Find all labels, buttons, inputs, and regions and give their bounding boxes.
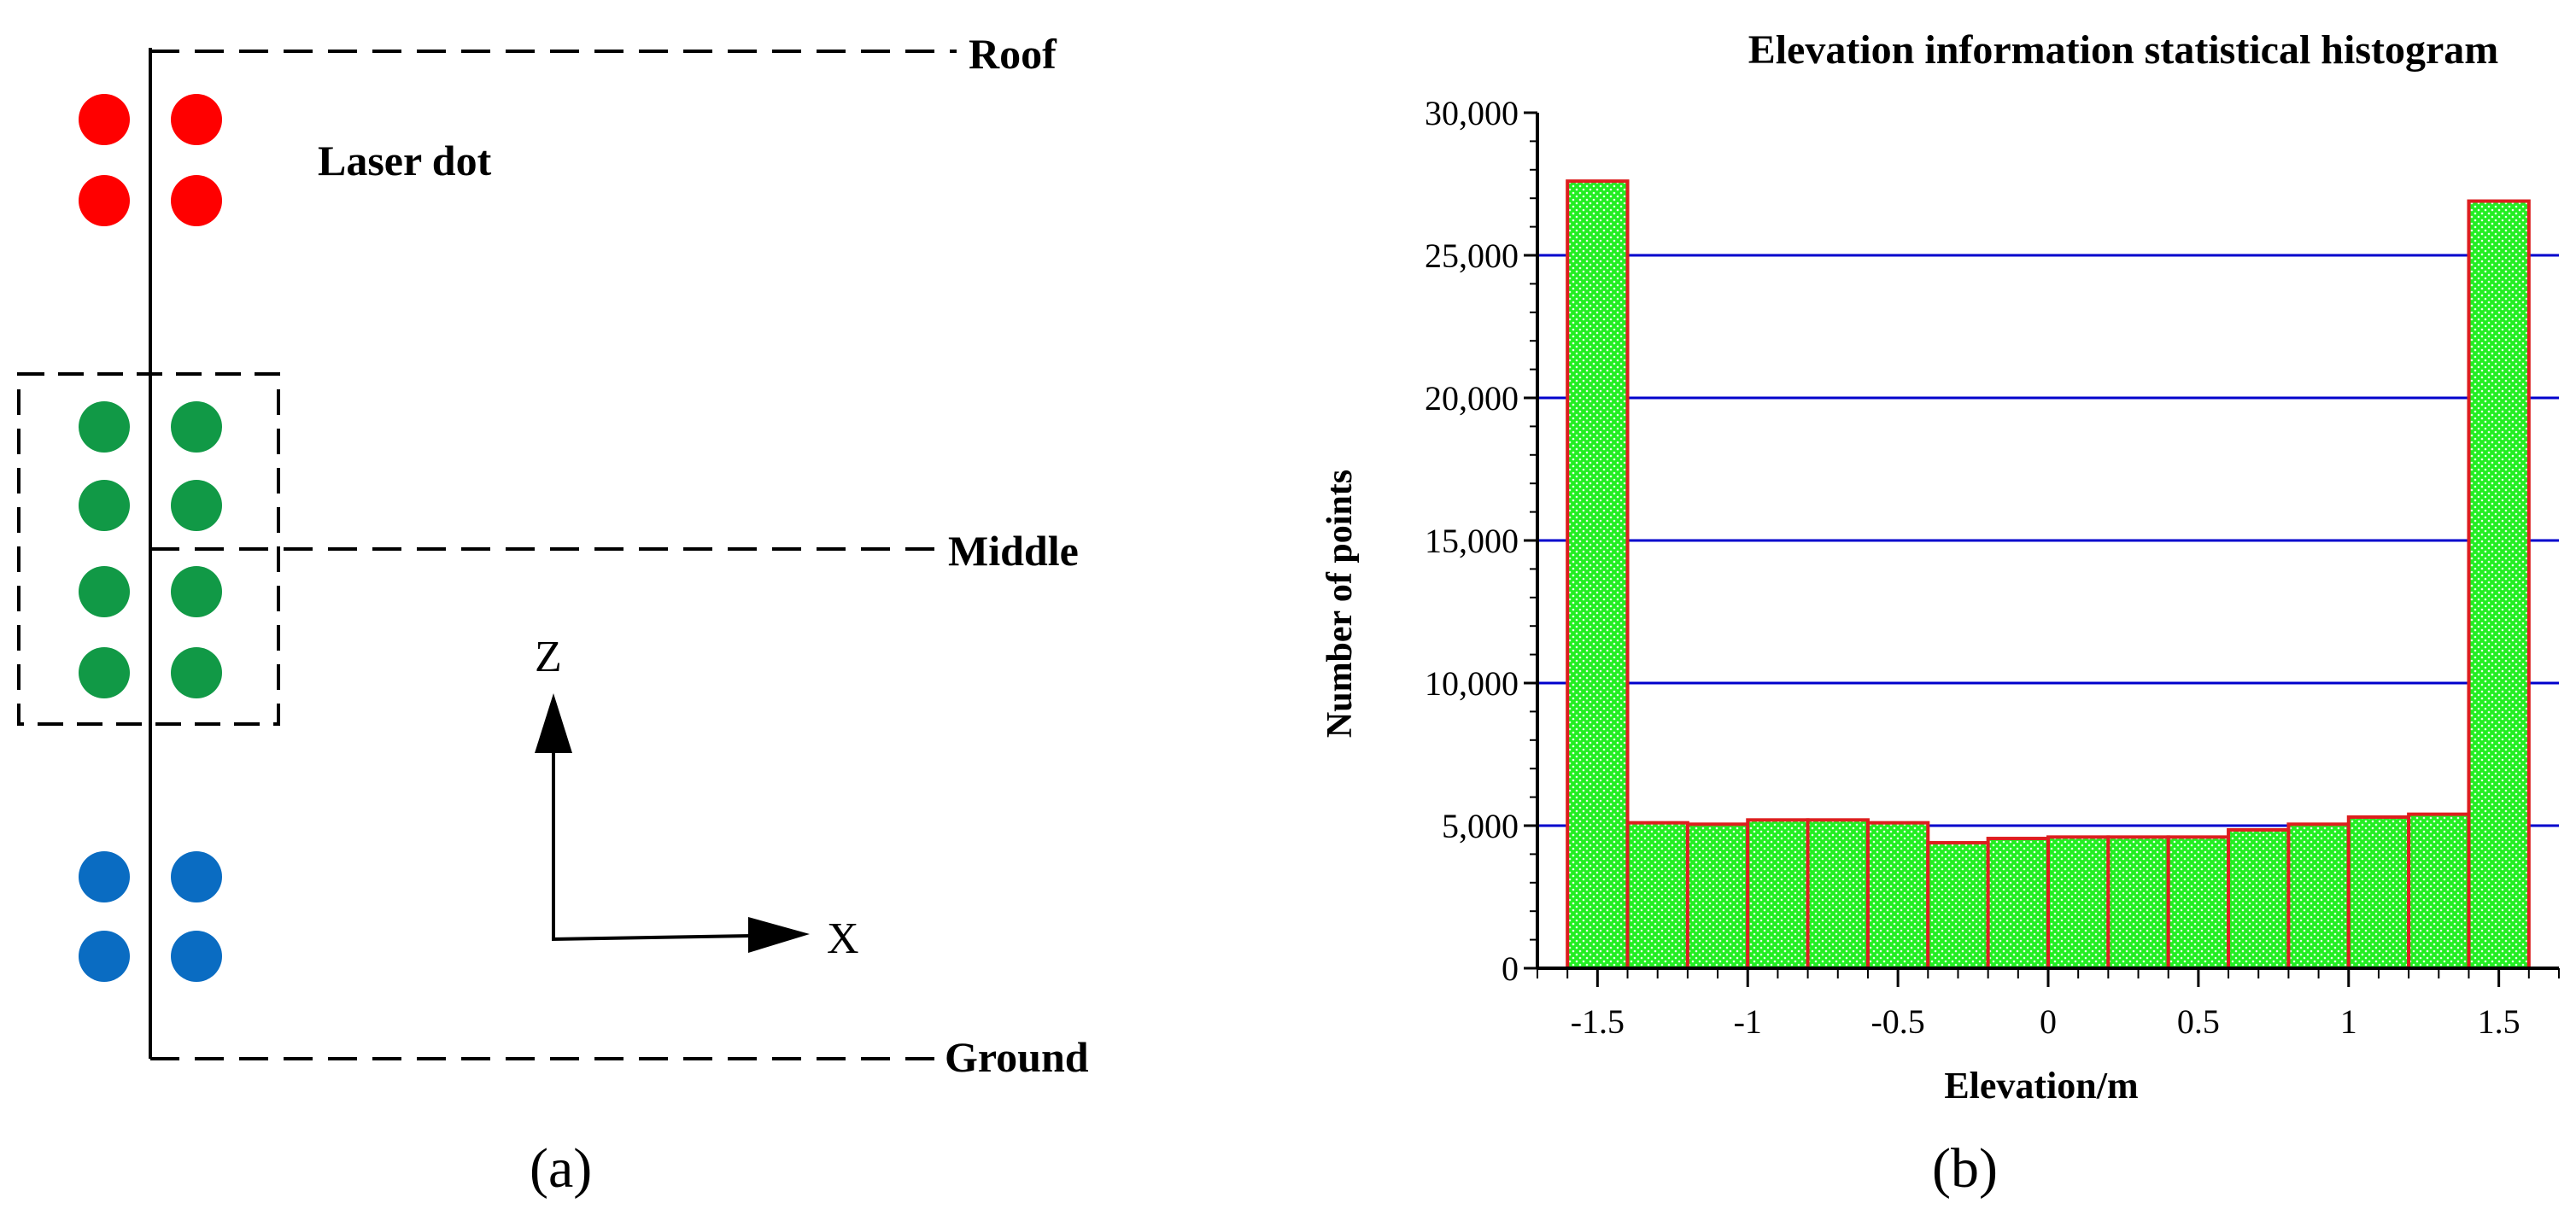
laser-dot	[79, 566, 130, 617]
roof-label: Roof	[969, 30, 1057, 78]
laser-dot	[171, 94, 222, 145]
laser-dot	[79, 647, 130, 698]
histogram-bar	[2346, 815, 2411, 970]
x-tick-label: -0.5	[1871, 1002, 1924, 1041]
panel-a: Laser dot Roof Middle Ground Z X (a)	[17, 30, 1089, 1200]
y-tick-label: 30,000	[1425, 94, 1519, 132]
laser-dot	[79, 94, 130, 145]
histogram-bar	[2166, 835, 2231, 970]
laser-dot	[79, 480, 130, 531]
histogram-bar	[2286, 822, 2351, 971]
x-ticks: -1.5 -1 -0.5 0 0.5 1 1.5	[1537, 968, 2560, 1041]
x-tick-label: 0.5	[2177, 1002, 2220, 1041]
y-tick-label: 25,000	[1425, 237, 1519, 275]
histogram-bar	[1625, 821, 1689, 970]
laser-dot	[79, 851, 130, 902]
panel-b: Elevation information statistical histog…	[1320, 27, 2560, 1200]
x-arrowhead-icon	[748, 917, 810, 953]
middle-dots	[79, 401, 222, 698]
x-axis-line	[551, 934, 752, 941]
middle-selection-box	[17, 372, 280, 726]
y-tick-label: 0	[1502, 949, 1519, 988]
x-axis-title: Elevation/m	[1944, 1065, 2138, 1107]
x-axis-label: X	[827, 914, 859, 963]
gridlines	[1537, 254, 2559, 827]
laser-dot	[79, 401, 130, 453]
x-tick-label: -1	[1734, 1002, 1762, 1041]
histogram-bar	[2467, 199, 2531, 971]
y-tick-label: 20,000	[1425, 379, 1519, 418]
x-tick-label: 0	[2040, 1002, 2057, 1041]
laser-dot	[171, 480, 222, 531]
histogram-bar	[2227, 828, 2291, 971]
roof-dots	[79, 94, 222, 226]
ground-label: Ground	[945, 1033, 1089, 1081]
x-tick-label: 1	[2340, 1002, 2357, 1041]
laser-dot	[79, 931, 130, 982]
laser-dot	[171, 175, 222, 226]
histogram-bar	[1926, 841, 1990, 970]
laser-dot	[171, 931, 222, 982]
ground-dots	[79, 851, 222, 982]
histogram-bar	[1746, 818, 1810, 970]
y-ticks: 0 5,000 10,000 15,000 20,000 25,000 30,000	[1425, 94, 1537, 988]
x-tick-label: 1.5	[2478, 1002, 2520, 1041]
laser-dot	[79, 175, 130, 226]
middle-label: Middle	[948, 527, 1079, 575]
histogram-bar	[1986, 837, 2050, 971]
laser-dot	[171, 566, 222, 617]
histogram-bar	[2106, 835, 2170, 970]
y-tick-label: 10,000	[1425, 664, 1519, 703]
laser-dot	[171, 647, 222, 698]
histogram-bars	[1566, 179, 2531, 971]
x-tick-label: -1.5	[1571, 1002, 1625, 1041]
histogram-bar	[1566, 179, 1630, 971]
histogram-bar	[1865, 821, 1930, 970]
chart-title: Elevation information statistical histog…	[1748, 27, 2499, 73]
laser-dot	[171, 851, 222, 902]
z-axis-label: Z	[535, 633, 562, 681]
histogram-bar	[2046, 835, 2111, 970]
panel-a-caption: (a)	[530, 1137, 592, 1200]
histogram-bar	[1806, 818, 1870, 970]
y-axis-label: Number of points	[1320, 470, 1360, 738]
histogram-bar	[2407, 812, 2471, 971]
axis-arrows: Z X	[535, 633, 859, 963]
panel-b-caption: (b)	[1932, 1137, 1998, 1200]
laser-dot	[171, 401, 222, 453]
y-tick-label: 15,000	[1425, 522, 1519, 560]
laser-dot-label: Laser dot	[318, 137, 492, 184]
histogram-bar	[1685, 822, 1750, 971]
y-tick-label: 5,000	[1442, 807, 1519, 845]
z-arrowhead-icon	[535, 693, 572, 753]
